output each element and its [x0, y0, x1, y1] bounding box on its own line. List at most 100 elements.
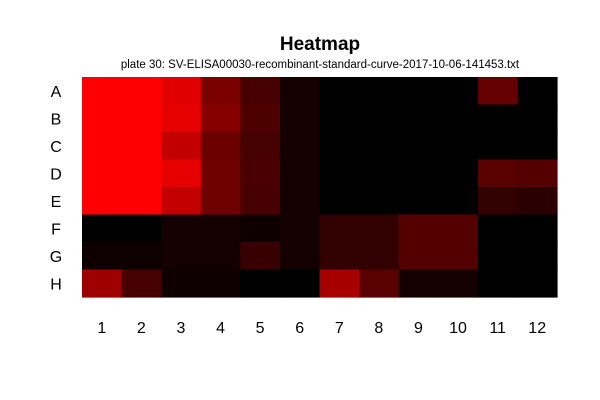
heatmap-cell-G7 — [319, 242, 360, 271]
column-label-5: 5 — [256, 320, 265, 337]
heatmap-cell-C10 — [438, 132, 479, 161]
column-tick-labels: 1 2 3 4 5 6 7 8 9 10 11 12 — [97, 320, 546, 337]
heatmap-cell-C3 — [161, 132, 202, 161]
heatmap-cell-B6 — [279, 104, 321, 133]
heatmap-cell-B9 — [398, 104, 439, 133]
heatmap-cell-A3 — [161, 77, 202, 106]
heatmap-cell-E12 — [517, 187, 558, 216]
heatmap-cell-F1 — [82, 214, 123, 243]
row-label-E: E — [51, 194, 62, 211]
heatmap-cell-E6 — [279, 187, 321, 216]
column-label-12: 12 — [528, 320, 546, 337]
heatmap-cell-H12 — [517, 269, 558, 298]
heatmap-cell-E7 — [319, 187, 360, 216]
column-label-11: 11 — [489, 320, 506, 337]
heatmap-cell-G3 — [161, 242, 202, 271]
heatmap-cell-F5 — [240, 214, 281, 243]
heatmap-cell-H11 — [477, 269, 519, 298]
heatmap-cell-C11 — [477, 132, 519, 161]
heatmap-cell-D6 — [279, 159, 321, 188]
heatmap-cell-H5 — [240, 269, 281, 298]
heatmap-cell-B4 — [200, 104, 241, 133]
heatmap-cell-F7 — [319, 214, 360, 243]
heatmap-cell-A5 — [240, 77, 281, 106]
heatmap-cell-E5 — [240, 187, 281, 216]
heatmap-cell-G2 — [121, 242, 162, 271]
heatmap-cell-A2 — [121, 77, 162, 106]
column-label-6: 6 — [295, 320, 304, 337]
heatmap-cell-A7 — [319, 77, 360, 106]
heatmap-cell-C8 — [359, 132, 400, 161]
row-label-A: A — [51, 84, 62, 101]
heatmap-cell-E8 — [359, 187, 400, 216]
column-label-3: 3 — [177, 320, 186, 337]
heatmap-cell-C1 — [82, 132, 123, 161]
heatmap-cell-E9 — [398, 187, 439, 216]
heatmap-cell-B12 — [517, 104, 558, 133]
row-label-G: G — [50, 249, 62, 266]
heatmap-cell-H1 — [82, 269, 123, 298]
heatmap-cell-C9 — [398, 132, 439, 161]
heatmap-cell-D7 — [319, 159, 360, 188]
heatmap-cell-G4 — [200, 242, 241, 271]
chart-title: Heatmap — [280, 34, 360, 55]
heatmap-cell-C4 — [200, 132, 241, 161]
heatmap-cell-H4 — [200, 269, 241, 298]
heatmap-cell-F6 — [279, 214, 321, 243]
heatmap-cell-E4 — [200, 187, 241, 216]
heatmap-cell-F11 — [477, 214, 519, 243]
column-label-8: 8 — [374, 320, 383, 337]
heatmap-cell-E1 — [82, 187, 123, 216]
chart-subtitle: plate 30: SV-ELISA00030-recombinant-stan… — [121, 59, 520, 71]
row-label-D: D — [50, 166, 62, 183]
row-label-H: H — [50, 276, 62, 293]
heatmap-cell-E11 — [477, 187, 519, 216]
heatmap-cell-H8 — [359, 269, 400, 298]
heatmap-cell-D1 — [82, 159, 123, 188]
heatmap-cell-B3 — [161, 104, 202, 133]
row-label-C: C — [50, 139, 62, 156]
heatmap-cell-F9 — [398, 214, 439, 243]
heatmap-cell-B1 — [82, 104, 123, 133]
column-label-2: 2 — [137, 320, 146, 337]
column-label-9: 9 — [414, 320, 423, 337]
heatmap-cell-D5 — [240, 159, 281, 188]
heatmap-cell-D12 — [517, 159, 558, 188]
heatmap-cell-F2 — [121, 214, 162, 243]
heatmap-cell-B5 — [240, 104, 281, 133]
heatmap-cell-D10 — [438, 159, 479, 188]
heatmap-cell-F4 — [200, 214, 241, 243]
heatmap-cell-E2 — [121, 187, 162, 216]
heatmap-cell-F8 — [359, 214, 400, 243]
heatmap-cell-E10 — [438, 187, 479, 216]
heatmap-cell-G9 — [398, 242, 439, 271]
heatmap-cell-G12 — [517, 242, 558, 271]
heatmap-cell-G10 — [438, 242, 479, 271]
heatmap-cell-C12 — [517, 132, 558, 161]
row-label-B: B — [51, 111, 62, 128]
heatmap-cell-G8 — [359, 242, 400, 271]
heatmap-cell-B2 — [121, 104, 162, 133]
heatmap-cell-F10 — [438, 214, 479, 243]
heatmap-cell-D2 — [121, 159, 162, 188]
heatmap-cell-F12 — [517, 214, 558, 243]
heatmap-cell-H9 — [398, 269, 439, 298]
heatmap-cell-G6 — [279, 242, 321, 271]
heatmap-cell-A9 — [398, 77, 439, 106]
heatmap-cell-D11 — [477, 159, 519, 188]
heatmap-cell-A10 — [438, 77, 479, 106]
heatmap-cell-C2 — [121, 132, 162, 161]
heatmap-cell-D3 — [161, 159, 202, 188]
heatmap-cell-F3 — [161, 214, 202, 243]
heatmap-cell-G11 — [477, 242, 519, 271]
heatmap-cell-G5 — [240, 242, 281, 271]
heatmap-cell-H6 — [279, 269, 321, 298]
heatmap-cell-D9 — [398, 159, 439, 188]
heatmap-cell-A1 — [82, 77, 123, 106]
heatmap-cell-A4 — [200, 77, 241, 106]
heatmap-cell-G1 — [82, 242, 123, 271]
heatmap-cell-A12 — [517, 77, 558, 106]
heatmap-cell-C6 — [279, 132, 321, 161]
heatmap-cell-H10 — [438, 269, 479, 298]
